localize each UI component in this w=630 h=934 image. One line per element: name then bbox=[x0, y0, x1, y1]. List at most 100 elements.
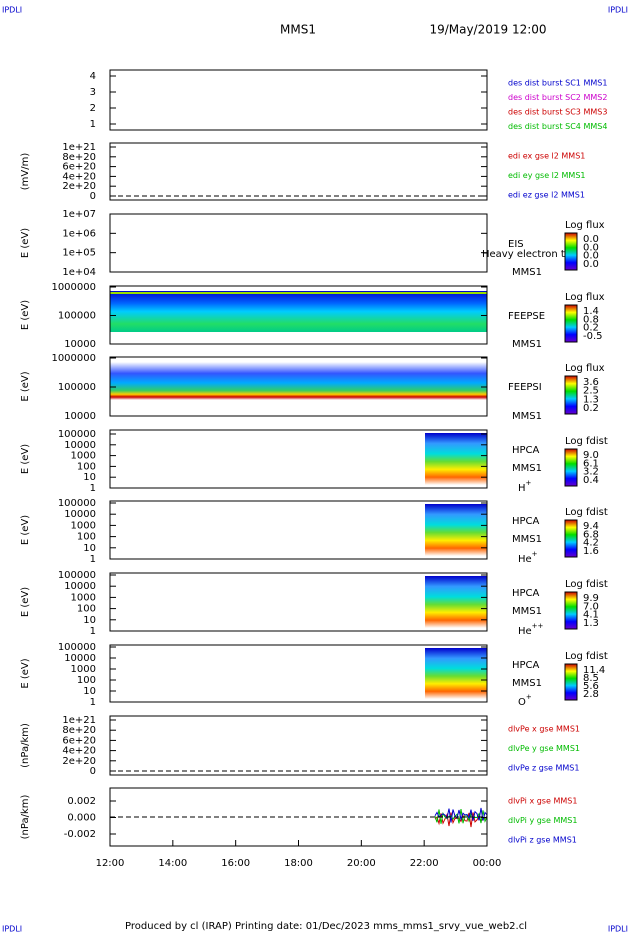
spacecraft-label: MMS1 bbox=[512, 411, 542, 422]
y-tick-label: 1e+07 bbox=[62, 209, 96, 220]
colorbar-tick-label: 6.8 bbox=[583, 529, 599, 540]
colorbar-tick-label: 9.0 bbox=[583, 450, 599, 461]
colorbar bbox=[564, 448, 578, 487]
instrument-label: HPCA bbox=[512, 516, 540, 527]
y-tick-label: 0 bbox=[90, 766, 96, 777]
colorbar-tick-label: 0.0 bbox=[583, 242, 599, 253]
colorbar-tick-label: 0.0 bbox=[583, 234, 599, 245]
y-axis-label: E (eV) bbox=[20, 587, 31, 617]
colorbar-tick-label: 9.4 bbox=[583, 521, 599, 532]
y-tick-label: 100000 bbox=[58, 429, 96, 440]
species-charge: ++ bbox=[532, 622, 544, 630]
spectrogram bbox=[110, 291, 487, 332]
y-axis-label: E (eV) bbox=[20, 515, 31, 545]
instrument-label: EIS bbox=[508, 239, 524, 250]
colorbar-tick-label: 0.8 bbox=[583, 314, 599, 325]
colorbar-tick-label: 4.1 bbox=[583, 610, 599, 621]
corner-label: IPDLI bbox=[2, 6, 22, 15]
colorbar-tick-label: 4.2 bbox=[583, 538, 599, 549]
y-axis-label: (mV/m) bbox=[20, 153, 31, 191]
colorbar bbox=[564, 304, 578, 343]
y-tick-label: 10 bbox=[83, 615, 96, 626]
y-tick-label: 1000 bbox=[71, 520, 96, 531]
y-tick-label: 100 bbox=[77, 461, 96, 472]
spacecraft-label: MMS1 bbox=[512, 606, 542, 617]
y-axis-label: (nPa/km) bbox=[20, 795, 31, 840]
colorbar-tick-label: 1.6 bbox=[583, 546, 599, 557]
y-tick-label: 1e+06 bbox=[62, 228, 96, 239]
y-tick-label: 1 bbox=[90, 697, 96, 708]
y-tick-label: 100 bbox=[77, 675, 96, 686]
y-tick-label: 8e+20 bbox=[62, 152, 96, 163]
y-axis-label: E (eV) bbox=[20, 371, 31, 401]
colorbar-tick-label: 5.6 bbox=[583, 681, 599, 692]
x-tick-label: 00:00 bbox=[473, 858, 502, 869]
y-tick-label: 1000 bbox=[71, 451, 96, 462]
panel-frame bbox=[109, 572, 488, 632]
colorbar-title: Log flux bbox=[565, 220, 605, 231]
y-tick-label: 4 bbox=[90, 71, 96, 82]
colorbar-tick-label: 2.8 bbox=[583, 689, 599, 700]
panel-frame bbox=[109, 715, 488, 776]
note: Heavy electron to bbox=[482, 249, 571, 260]
colorbar-tick-label: 1.3 bbox=[583, 394, 599, 405]
panel-frame bbox=[109, 69, 488, 131]
species-base: He bbox=[518, 554, 532, 565]
colorbar-tick-label: 7.0 bbox=[583, 601, 599, 612]
y-tick-label: 10 bbox=[83, 472, 96, 483]
spectrogram bbox=[110, 362, 487, 400]
colorbar bbox=[564, 663, 578, 701]
spectrogram bbox=[425, 576, 487, 628]
species-base: He bbox=[518, 626, 532, 637]
y-tick-label: 2 bbox=[90, 103, 96, 114]
legend-entry: des dist burst SC4 MMS4 bbox=[508, 122, 607, 131]
corner-label: IPDLI bbox=[2, 925, 22, 934]
corner-label: IPDLI bbox=[608, 6, 628, 15]
y-tick-label: 6e+20 bbox=[62, 735, 96, 746]
species-label: He++ bbox=[518, 622, 544, 637]
y-tick-label: 1000 bbox=[71, 664, 96, 675]
y-tick-label: 6e+20 bbox=[62, 162, 96, 173]
colorbar-title: Log flux bbox=[565, 292, 605, 303]
instrument-label: FEEPSI bbox=[508, 382, 542, 393]
colorbar-tick-label: 11.4 bbox=[583, 665, 605, 676]
legend-entry: des dist burst SC2 MMS2 bbox=[508, 93, 607, 102]
legend-entry: dlvPi y gse MMS1 bbox=[508, 816, 577, 825]
species-base: H bbox=[518, 483, 526, 494]
colorbar-tick-label: 0.2 bbox=[583, 403, 599, 414]
legend-entry: des dist burst SC1 MMS1 bbox=[508, 79, 607, 88]
y-tick-label: 1 bbox=[90, 626, 96, 637]
spacecraft-label: MMS1 bbox=[512, 463, 542, 474]
y-tick-label: 100000 bbox=[58, 382, 96, 393]
legend-entry: dlvPe y gse MMS1 bbox=[508, 744, 580, 753]
y-tick-label: 4e+20 bbox=[62, 746, 96, 757]
y-tick-label: 100000 bbox=[58, 570, 96, 581]
y-tick-label: 0.000 bbox=[67, 813, 96, 824]
spectrogram bbox=[425, 648, 487, 699]
corner-label: IPDLI bbox=[608, 925, 628, 934]
y-tick-label: 1000000 bbox=[51, 282, 96, 293]
x-tick-label: 14:00 bbox=[158, 858, 187, 869]
panel-frame bbox=[109, 142, 488, 201]
species-charge: + bbox=[526, 479, 532, 487]
x-tick-label: 12:00 bbox=[96, 858, 125, 869]
spacecraft-label: MMS1 bbox=[512, 339, 542, 350]
x-tick-label: 16:00 bbox=[221, 858, 250, 869]
legend-entry: des dist burst SC3 MMS3 bbox=[508, 108, 607, 117]
trace bbox=[434, 807, 488, 823]
y-tick-label: 10000 bbox=[64, 411, 96, 422]
y-tick-label: 10000 bbox=[64, 581, 96, 592]
mission-title: MMS1 bbox=[280, 23, 316, 37]
legend-entry: edi ez gse l2 MMS1 bbox=[508, 191, 585, 200]
colorbar-tick-label: 0.4 bbox=[583, 475, 599, 486]
y-tick-label: 10000 bbox=[64, 440, 96, 451]
y-tick-label: 1e+04 bbox=[62, 267, 96, 278]
colorbar-tick-label: 0.0 bbox=[583, 259, 599, 270]
colorbar-tick-label: 3.6 bbox=[583, 377, 599, 388]
instrument-label: HPCA bbox=[512, 445, 540, 456]
y-tick-label: 10 bbox=[83, 543, 96, 554]
colorbar-tick-label: 8.5 bbox=[583, 673, 599, 684]
y-tick-label: 100000 bbox=[58, 642, 96, 653]
y-tick-label: 8e+20 bbox=[62, 725, 96, 736]
